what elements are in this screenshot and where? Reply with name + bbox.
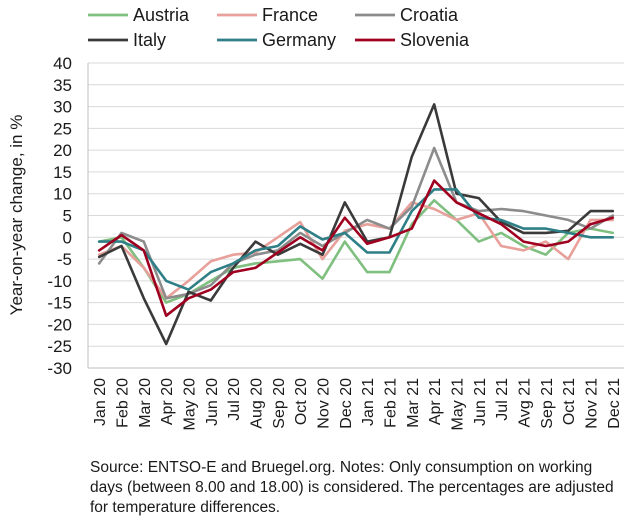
x-tick-label: May 20: [182, 378, 199, 431]
x-tick-label: Jul 21: [494, 378, 511, 421]
x-tick-label: Jul 20: [226, 378, 243, 421]
legend-label-slovenia: Slovenia: [400, 30, 470, 50]
y-tick-label: -5: [57, 250, 72, 269]
x-tick-label: Jan 21: [360, 378, 377, 426]
legend-label-croatia: Croatia: [400, 5, 459, 25]
y-tick-label: -20: [47, 315, 72, 334]
y-tick-label: 40: [53, 54, 72, 73]
legend-label-italy: Italy: [133, 30, 166, 50]
x-tick-label: Feb 20: [115, 378, 132, 428]
series-lines: [97, 103, 615, 346]
x-tick-label: Apr 20: [159, 378, 176, 425]
line-chart: Austria France Croatia Italy Germany Slovenia…: [7, 5, 624, 431]
x-tick-label: Avg 21: [517, 378, 534, 428]
y-axis-label: Year-on-year change, in %: [7, 115, 26, 316]
series-line-germany: [97, 188, 615, 291]
y-tick-label: 20: [53, 141, 72, 160]
x-tick-label: Jun 21: [472, 378, 489, 426]
x-tick-labels: Jan 20 Feb 20 Mar 20 Apr 20 May 20 Jun 20 Jul …: [92, 378, 623, 431]
x-tick-label: Feb 21: [383, 378, 400, 428]
series-line-slovenia: [97, 179, 615, 318]
y-tick-label: -15: [47, 294, 72, 313]
x-tick-label: Sep 21: [539, 378, 556, 429]
x-tick-label: May 21: [450, 378, 467, 431]
source-note: Source: ENTSO-E and Bruegel.org. Notes: …: [90, 459, 614, 516]
series-line-croatia: [97, 146, 615, 300]
x-tick-label: Mar 21: [405, 378, 422, 428]
x-tick-label: Mar 20: [137, 378, 154, 428]
y-tick-label: 0: [63, 228, 72, 247]
y-tick-label: 15: [53, 163, 72, 182]
x-tick-label: Dec 21: [606, 378, 623, 429]
y-tick-label: -30: [47, 359, 72, 378]
y-tick-label: 35: [53, 76, 72, 95]
y-tick-label: 25: [53, 119, 72, 138]
gridlines: [88, 62, 624, 369]
y-tick-labels: 40 35 30 25 20 15 10 5 0 -5 -10 -15 -20 -25 -30: [47, 54, 72, 378]
legend-label-germany: Germany: [262, 30, 336, 50]
x-tick-label: Jun 20: [204, 378, 221, 426]
y-tick-label: 5: [63, 207, 72, 226]
legend-label-france: France: [262, 5, 318, 25]
x-tick-label: Sep 20: [271, 378, 288, 429]
x-tick-label: Apr 21: [427, 378, 444, 425]
x-tick-label: Oct 20: [293, 378, 310, 425]
y-tick-label: 10: [53, 185, 72, 204]
x-tick-label: Dec 20: [338, 378, 355, 429]
axes: [87, 63, 624, 369]
x-tick-label: Oct 21: [561, 378, 578, 425]
y-tick-label: -10: [47, 272, 72, 291]
y-tick-label: -25: [47, 337, 72, 356]
legend: Austria France Croatia Italy Germany Slovenia: [88, 5, 470, 50]
x-tick-label: Nov 21: [584, 378, 601, 429]
legend-label-austria: Austria: [133, 5, 190, 25]
x-tick-label: Nov 20: [316, 378, 333, 429]
y-tick-label: 30: [53, 98, 72, 117]
x-tick-label: Aug 20: [249, 378, 266, 429]
x-tick-label: Jan 20: [92, 378, 109, 426]
